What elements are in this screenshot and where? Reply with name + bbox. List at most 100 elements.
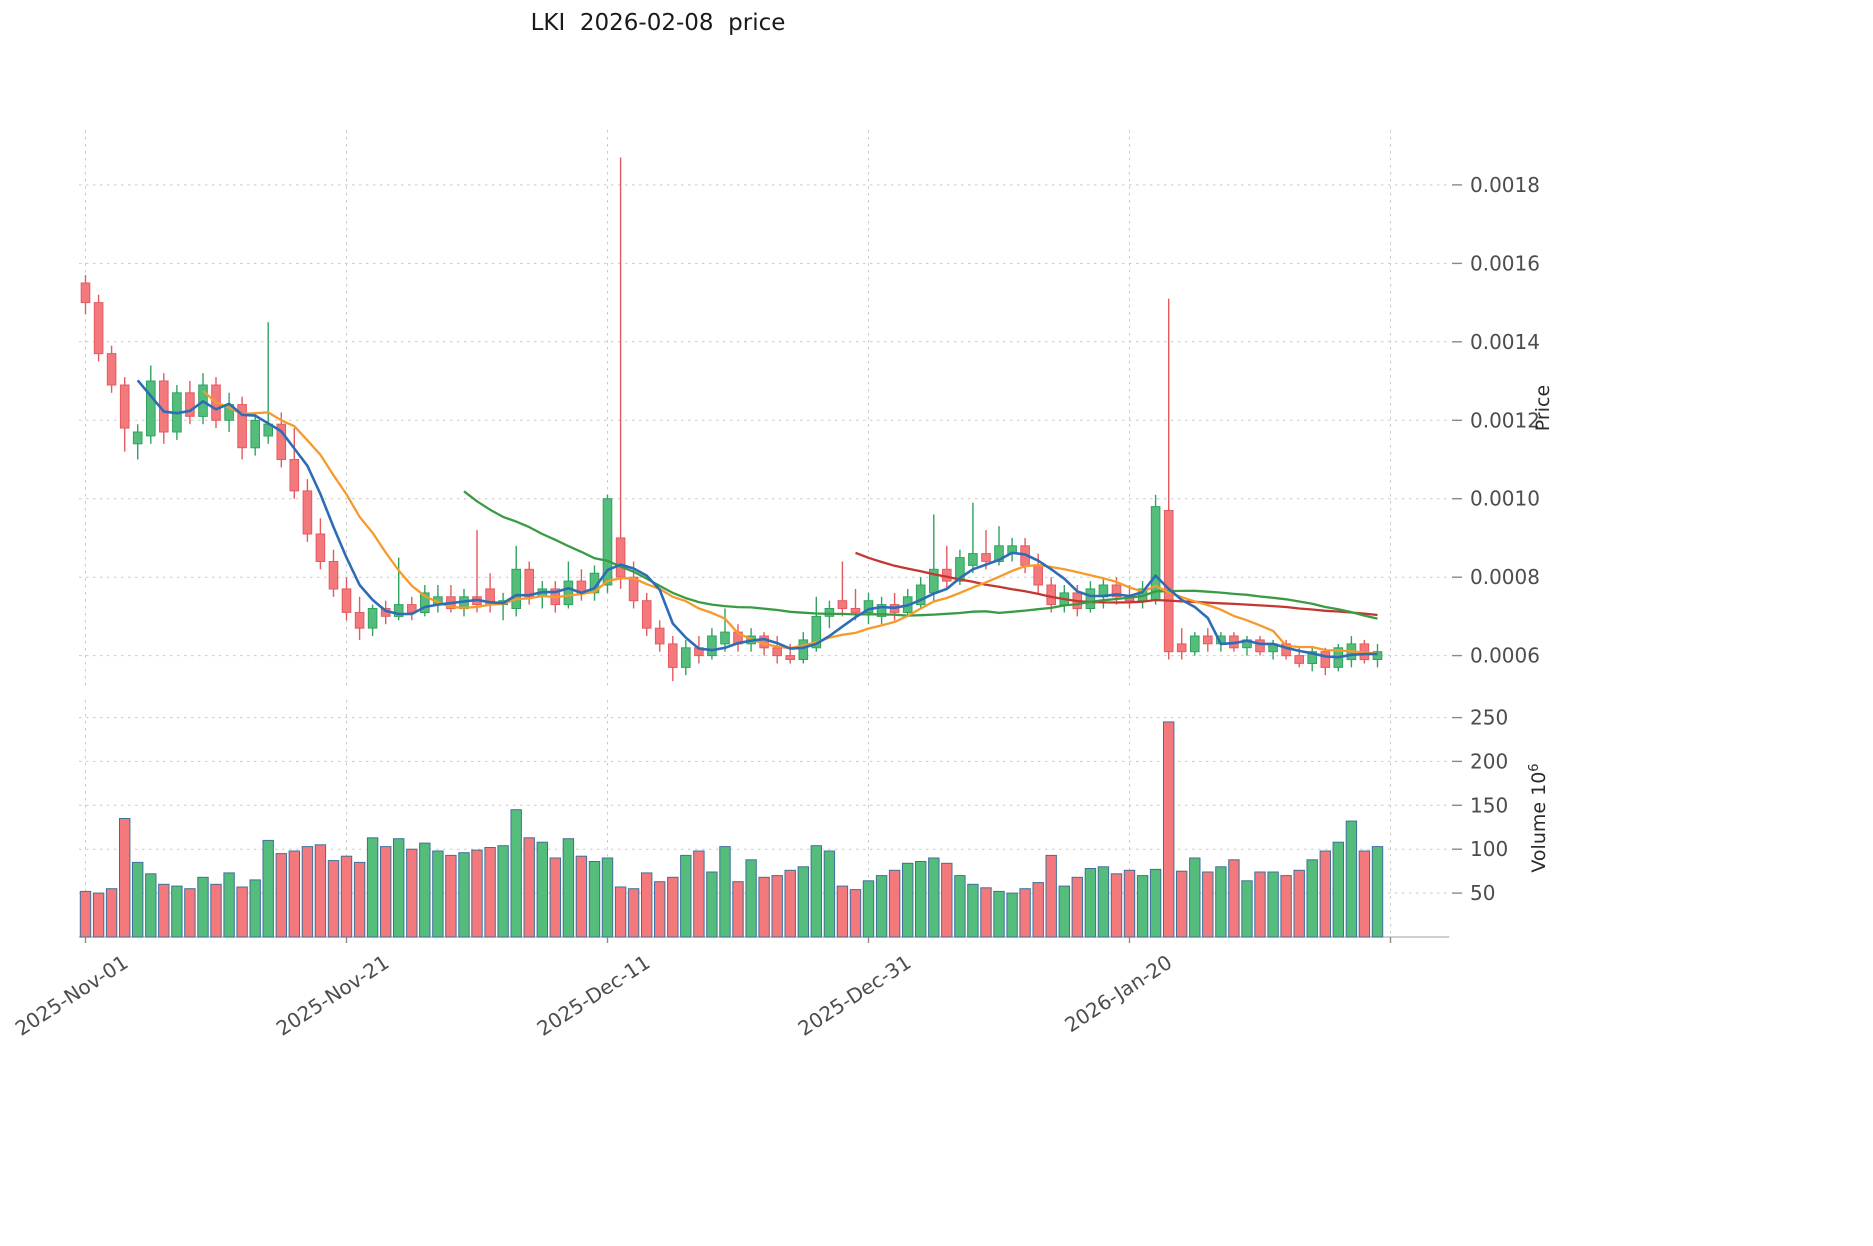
candle-body bbox=[276, 423, 287, 461]
volume-bar bbox=[262, 839, 274, 938]
volume-bars bbox=[79, 721, 1384, 938]
volume-bar bbox=[301, 846, 314, 938]
x-tick-label: 2026-Jan-20 bbox=[1060, 950, 1176, 1037]
volume-bar bbox=[236, 886, 248, 938]
candle-body bbox=[237, 404, 247, 449]
candle-body bbox=[772, 647, 783, 657]
volume-bar bbox=[445, 854, 457, 938]
candle-body bbox=[354, 612, 365, 629]
volume-bar bbox=[1215, 866, 1227, 938]
candle-body bbox=[707, 635, 717, 657]
volume-bar bbox=[888, 869, 901, 938]
candle-body bbox=[80, 282, 91, 304]
candle-body bbox=[1046, 584, 1057, 606]
volume-bar bbox=[1293, 869, 1305, 938]
price-tick-label: 0.0010 bbox=[1470, 487, 1540, 511]
volume-bar bbox=[1306, 859, 1318, 938]
candle-body bbox=[1255, 639, 1265, 653]
volume-bar bbox=[967, 883, 979, 938]
volume-bar bbox=[1097, 866, 1110, 938]
volume-bar bbox=[823, 850, 836, 938]
volume-bar bbox=[758, 876, 770, 938]
candle-body bbox=[1320, 651, 1331, 668]
candle-body bbox=[367, 608, 378, 629]
volume-bar bbox=[627, 888, 640, 938]
candle-body bbox=[994, 545, 1004, 562]
candle-body bbox=[955, 557, 965, 582]
candle-body bbox=[1163, 510, 1174, 653]
volume-bar bbox=[158, 883, 170, 938]
volume-bar bbox=[249, 879, 261, 938]
x-tick-label: 2025-Nov-01 bbox=[11, 950, 132, 1041]
sma30-line bbox=[463, 490, 1378, 620]
x-tick-label: 2025-Dec-11 bbox=[533, 950, 655, 1041]
volume-bar bbox=[171, 885, 183, 938]
candle-body bbox=[981, 553, 991, 562]
volume-tick-label: 100 bbox=[1470, 837, 1508, 861]
volume-bar bbox=[1163, 721, 1175, 938]
volume-bar bbox=[366, 837, 379, 938]
volume-bar bbox=[915, 861, 927, 938]
volume-bar bbox=[902, 862, 914, 938]
candle-body bbox=[837, 600, 848, 610]
candle-body bbox=[681, 647, 691, 668]
volume-bar bbox=[797, 866, 809, 938]
volume-bar bbox=[79, 890, 92, 938]
volume-bar bbox=[1267, 871, 1279, 938]
volume-bar bbox=[1332, 841, 1344, 938]
candle-body bbox=[785, 655, 796, 660]
candle-body bbox=[393, 604, 404, 617]
volume-bar bbox=[549, 857, 561, 938]
candle-body bbox=[798, 639, 809, 661]
volume-bar bbox=[471, 849, 483, 938]
volume-bar bbox=[340, 855, 353, 938]
price-tick-label: 0.0014 bbox=[1470, 330, 1540, 354]
volume-bar bbox=[1110, 873, 1123, 938]
volume-bar bbox=[145, 873, 157, 938]
price-tick-label: 0.0008 bbox=[1470, 565, 1540, 589]
volume-bar bbox=[536, 841, 548, 938]
volume-bar bbox=[1176, 870, 1188, 938]
candle-body bbox=[1033, 564, 1044, 586]
volume-bar bbox=[523, 837, 535, 938]
volume-bar bbox=[614, 886, 627, 938]
candle-body bbox=[668, 643, 678, 668]
volume-bar bbox=[667, 876, 679, 938]
volume-bar bbox=[601, 857, 614, 938]
sma60-line bbox=[855, 551, 1378, 617]
volume-bar bbox=[1241, 880, 1253, 938]
candle-body bbox=[615, 537, 626, 578]
volume-bar bbox=[719, 846, 731, 938]
volume-bar bbox=[380, 846, 392, 938]
volume-bar bbox=[849, 889, 862, 938]
candle-body bbox=[563, 580, 574, 606]
price-tick-label: 0.0018 bbox=[1470, 173, 1540, 197]
candle-body bbox=[420, 592, 430, 614]
volume-bar bbox=[223, 872, 235, 938]
volume-bar bbox=[745, 859, 757, 938]
candle-body bbox=[119, 384, 130, 429]
volume-bar bbox=[575, 855, 588, 938]
volume-bar bbox=[1202, 871, 1214, 938]
candle-body bbox=[328, 561, 339, 590]
volume-axis-label: Volume 106 bbox=[1527, 763, 1550, 872]
candle-body bbox=[132, 431, 143, 445]
volume-bar bbox=[132, 861, 144, 938]
candle-body bbox=[876, 604, 887, 617]
volume-bar bbox=[1189, 857, 1201, 938]
volume-bar bbox=[197, 876, 209, 938]
volume-bar bbox=[784, 869, 796, 938]
volume-bar bbox=[92, 892, 105, 938]
candle-body bbox=[654, 627, 665, 645]
volume-bar bbox=[1371, 846, 1384, 938]
volume-bar bbox=[1123, 869, 1136, 938]
x-tick-label: 2025-Nov-21 bbox=[272, 950, 393, 1041]
volume-bar bbox=[562, 838, 575, 938]
sma10-line bbox=[202, 389, 1378, 655]
candle-body bbox=[524, 568, 535, 598]
candle-body bbox=[315, 533, 326, 562]
gridlines bbox=[79, 130, 1450, 937]
volume-tick-label: 150 bbox=[1470, 793, 1508, 817]
